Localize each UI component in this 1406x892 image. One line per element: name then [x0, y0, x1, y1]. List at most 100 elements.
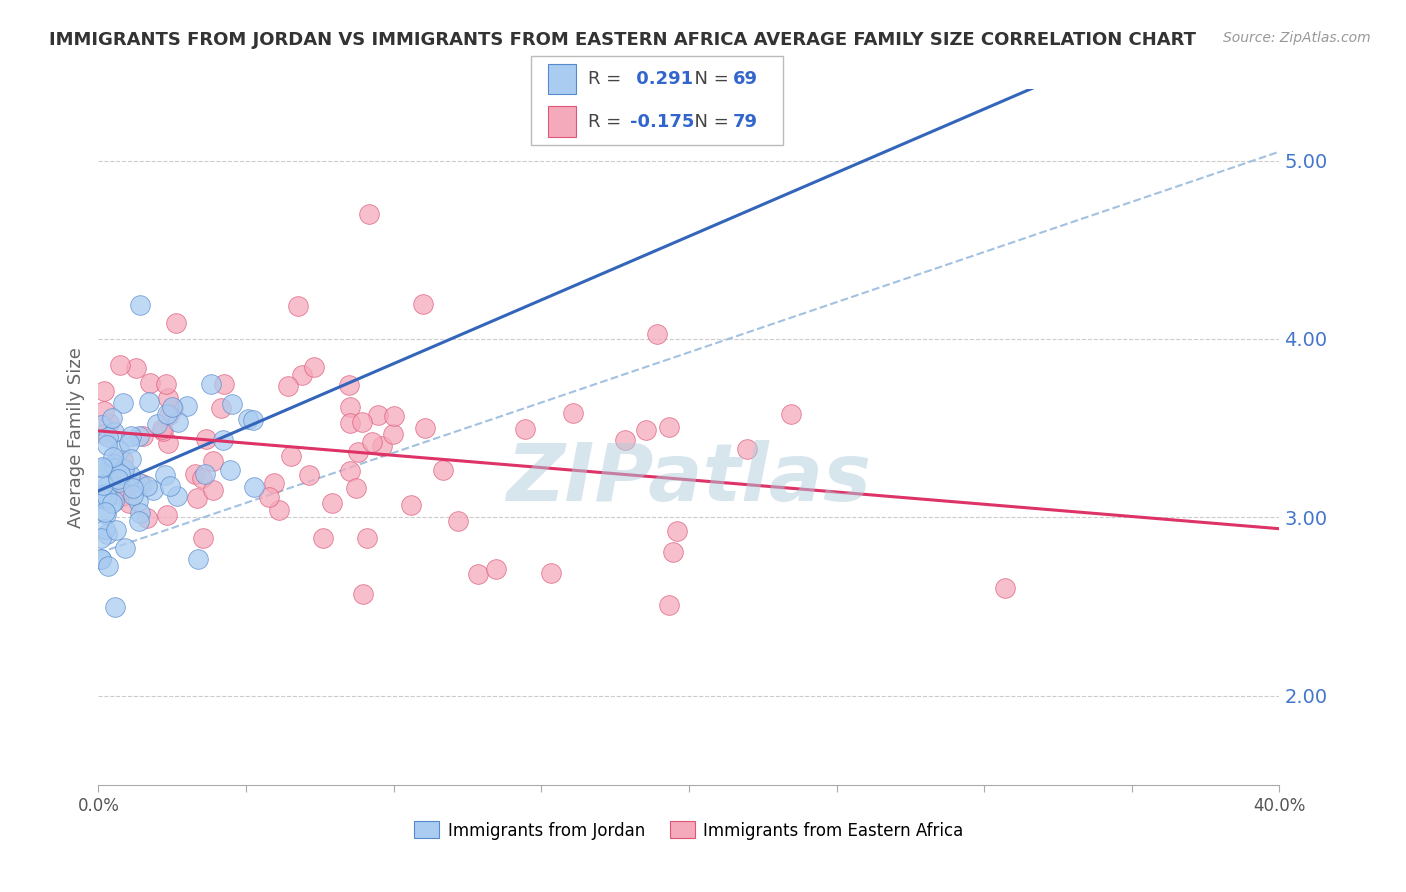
Point — [120, 429, 142, 443]
Point — [367, 408, 389, 422]
Point — [447, 514, 470, 528]
Point — [562, 406, 585, 420]
Point — [156, 435, 179, 450]
Point — [298, 468, 321, 483]
Point — [97, 430, 120, 444]
Point — [117, 496, 139, 510]
Text: 0.291: 0.291 — [630, 70, 693, 88]
Point — [97, 417, 120, 431]
Point — [658, 420, 681, 434]
Point — [127, 493, 149, 508]
Point — [120, 468, 142, 483]
Point — [236, 412, 259, 426]
Point — [108, 443, 131, 458]
Point — [93, 404, 115, 418]
Point — [184, 467, 207, 482]
Point — [90, 490, 112, 504]
Point — [101, 495, 124, 509]
Point — [415, 421, 437, 435]
Point — [221, 397, 243, 411]
Point — [155, 407, 177, 421]
Point — [97, 558, 120, 573]
Point — [152, 425, 174, 439]
Point — [155, 377, 177, 392]
Point — [339, 417, 361, 431]
Point — [159, 479, 181, 493]
Point — [129, 298, 152, 312]
Point — [166, 490, 188, 504]
Point — [209, 401, 232, 415]
Point — [93, 427, 115, 442]
Point — [100, 410, 122, 425]
Point — [287, 299, 309, 313]
Point — [135, 511, 157, 525]
Point — [195, 433, 218, 447]
Point — [267, 503, 290, 517]
Point — [112, 396, 135, 410]
Point — [191, 531, 214, 545]
Point — [360, 435, 382, 450]
Y-axis label: Average Family Size: Average Family Size — [66, 347, 84, 527]
Point — [162, 401, 184, 415]
Point — [111, 489, 134, 503]
Point — [90, 531, 112, 545]
Point — [107, 472, 129, 486]
Point — [202, 483, 225, 497]
Point — [666, 524, 689, 539]
Point — [359, 207, 381, 221]
Point — [186, 491, 208, 505]
Point — [114, 482, 136, 496]
Point — [142, 483, 165, 498]
Point — [200, 376, 222, 391]
Point — [194, 467, 217, 482]
Point — [114, 541, 136, 556]
Point — [103, 460, 125, 475]
Point — [112, 464, 135, 478]
Point — [382, 427, 405, 442]
Point — [90, 459, 112, 474]
Point — [96, 438, 118, 452]
Point — [131, 477, 153, 491]
Point — [90, 418, 112, 433]
Point — [124, 361, 146, 376]
Point — [312, 531, 335, 545]
Point — [104, 599, 127, 614]
Point — [94, 507, 117, 521]
Point — [165, 316, 187, 330]
Point — [93, 384, 115, 399]
Point — [352, 586, 374, 600]
Point — [138, 395, 160, 409]
Point — [994, 582, 1017, 596]
Point — [277, 379, 299, 393]
Point — [128, 514, 150, 528]
Point — [112, 462, 135, 476]
Point — [103, 457, 125, 471]
Point — [485, 562, 508, 576]
Point — [658, 598, 681, 612]
Point — [257, 491, 280, 505]
Point — [96, 527, 118, 541]
Point — [128, 429, 150, 443]
Point — [131, 429, 153, 443]
Point — [166, 415, 188, 429]
Point — [350, 415, 373, 429]
Point — [347, 445, 370, 459]
Point — [614, 434, 637, 448]
Point — [467, 566, 489, 581]
Point — [645, 326, 668, 341]
Point — [120, 451, 142, 466]
Text: R =: R = — [588, 112, 627, 130]
Point — [780, 407, 803, 421]
Point — [242, 413, 264, 427]
Point — [339, 464, 361, 478]
Point — [145, 417, 167, 432]
Point — [156, 391, 179, 405]
Point — [153, 468, 176, 483]
Point — [219, 463, 242, 477]
Point — [98, 460, 121, 475]
Point — [94, 522, 117, 536]
Point — [93, 491, 115, 506]
Point — [212, 376, 235, 391]
Point — [110, 358, 132, 372]
Point — [103, 493, 125, 508]
